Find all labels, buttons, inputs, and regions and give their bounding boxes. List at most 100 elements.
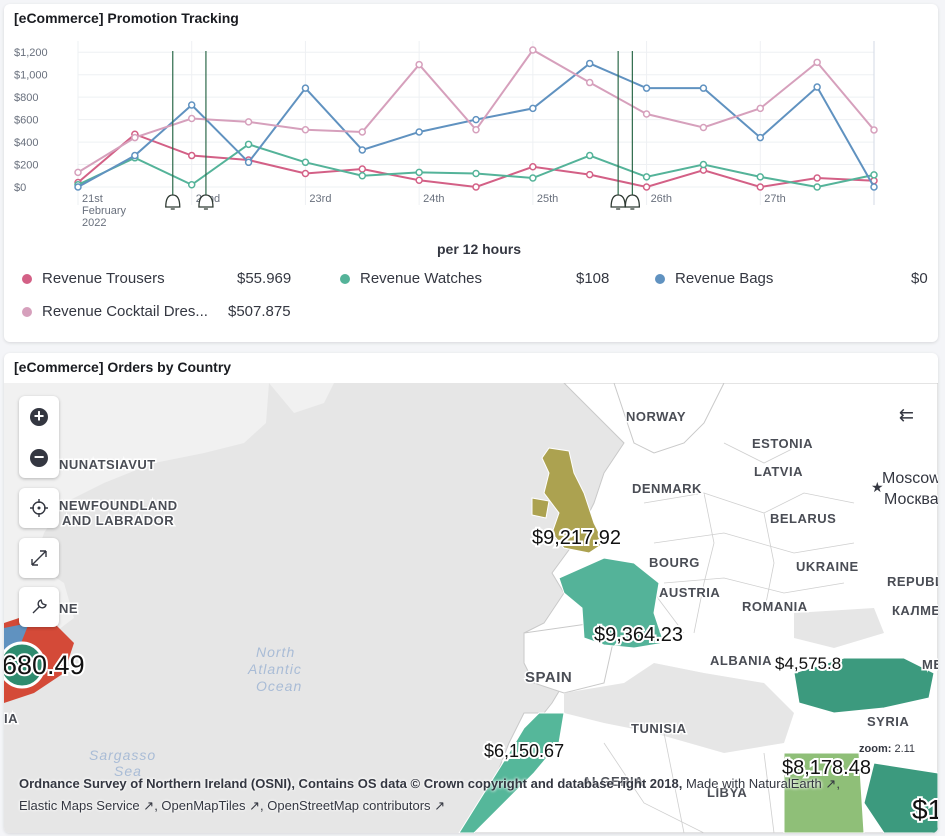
data-point [472, 125, 480, 134]
legend-dot [340, 273, 350, 284]
data-point [301, 169, 310, 178]
data-point [415, 168, 423, 177]
saudi-arabia-region[interactable] [863, 762, 938, 833]
label-belarus: BELARUS [770, 511, 836, 526]
data-point [756, 104, 765, 113]
data-point [74, 168, 82, 177]
bell-icon[interactable] [624, 194, 641, 210]
y-tick-label: $600 [14, 115, 38, 127]
external-link-icon: ↗ [825, 776, 837, 791]
x-tick-label: 23rd [309, 193, 331, 205]
panel-title: [eCommerce] Promotion Tracking [14, 10, 239, 26]
data-point [585, 59, 594, 68]
legend-dot [22, 273, 32, 284]
mediterranean [564, 663, 794, 753]
panel-title: [eCommerce] Orders by Country [14, 359, 232, 375]
y-tick-label: $1,200 [14, 47, 48, 59]
data-point [699, 123, 708, 132]
data-point [813, 174, 821, 182]
line-chart[interactable]: $0 $200 $400 $600 $800 $1,000 $1,200 21stFebrua… [4, 4, 938, 264]
value-egypt: $8,178.48 [782, 757, 871, 779]
data-point [585, 78, 594, 87]
legend-value: $108 [576, 270, 610, 287]
fullscreen-button[interactable] [19, 538, 59, 578]
legend-item-cocktail-dresses[interactable]: Revenue Cocktail Dres... [22, 303, 208, 320]
label-sargasso-1: Sargasso [89, 747, 156, 763]
legend-value: $55.969 [237, 270, 292, 287]
label-albania: ALBANIA [710, 653, 772, 668]
data-point [756, 133, 765, 142]
label-ocean-1: North [256, 644, 295, 660]
data-point [244, 158, 253, 167]
minus-icon: − [30, 448, 48, 467]
legend-dot [22, 306, 32, 317]
data-point [301, 84, 310, 92]
label-me: ME [922, 657, 938, 672]
data-point [870, 126, 878, 134]
value-uk: $9,217.92 [532, 527, 621, 549]
attribution-osm-link[interactable]: OpenStreetMap contributors [267, 798, 431, 813]
data-point [358, 146, 367, 154]
x-tick-label: 25th [537, 193, 558, 205]
legend-label: Revenue Watches [360, 270, 483, 287]
reset-view-button[interactable] [19, 488, 59, 528]
plus-icon: + [30, 407, 48, 426]
x-tick-label: 24th [423, 193, 444, 205]
attribution-ems-link[interactable]: Elastic Maps Service [19, 798, 140, 813]
bell-icon[interactable] [198, 194, 214, 210]
legend-toggle-button[interactable]: ⇇ [899, 405, 914, 426]
data-point [74, 183, 82, 191]
morocco-region[interactable] [458, 712, 565, 833]
value-saudi: $1 [912, 794, 938, 825]
egypt-region[interactable] [783, 752, 865, 833]
label-libya: LIBYA [707, 785, 747, 800]
attribution-osni: Ordnance Survey of Northern Ireland (OSN… [19, 776, 683, 791]
zoom-out-button[interactable]: − [19, 437, 59, 478]
data-point [301, 125, 310, 134]
label-kalm: КАЛМЕ [892, 603, 938, 618]
legend-item-bags[interactable]: Revenue Bags [655, 270, 773, 287]
uk-region[interactable] [541, 447, 605, 554]
attribution-naturalearth-link[interactable]: Made with NaturalEarth [685, 776, 822, 791]
capital-star-icon: ★ [871, 480, 884, 496]
bell-icon[interactable] [610, 194, 626, 210]
data-point [358, 172, 367, 180]
data-point [642, 183, 651, 191]
orders-by-country-panel: [eCommerce] Orders by Country [4, 353, 938, 833]
map-attribution: Ordnance Survey of Northern Ireland (OSN… [19, 776, 840, 813]
legend-item-watches[interactable]: Revenue Watches [340, 270, 482, 287]
data-point [699, 84, 708, 92]
external-link-icon: ↗ [249, 798, 261, 813]
attribution-omt-link[interactable]: OpenMapTiles [161, 798, 246, 813]
zoom-in-button[interactable]: + [19, 396, 59, 437]
turkey-region[interactable] [793, 657, 935, 714]
label-republic: REPUBL [887, 574, 938, 589]
black-sea [794, 608, 884, 648]
data-point [642, 84, 651, 92]
label-ocean-2: Atlantic [247, 661, 302, 677]
legend-item-trousers[interactable]: Revenue Trousers [22, 270, 165, 287]
france-region[interactable] [558, 557, 665, 649]
bell-icon[interactable] [165, 194, 181, 210]
map-canvas[interactable]: NORWAY ESTONIA LATVIA DENMARK BELARUS ★ … [4, 383, 938, 833]
tools-button[interactable] [19, 587, 59, 627]
data-point [699, 160, 708, 169]
value-france: $9,364.23 [594, 624, 683, 646]
legend-value: $507.875 [228, 303, 291, 320]
label-latvia: LATVIA [754, 464, 803, 479]
scandinavia [613, 383, 725, 454]
data-point [472, 115, 480, 124]
label-spain: SPAIN [525, 669, 572, 686]
data-point [529, 46, 537, 54]
x-tick-label: 2022 [82, 217, 106, 229]
data-point [642, 110, 651, 118]
data-point [244, 140, 253, 149]
canada-east-region[interactable] [4, 623, 29, 651]
label-newfoundland: NEWFOUNDLAND [59, 498, 178, 513]
us-cluster-marker[interactable] [4, 641, 46, 689]
promotion-tracking-panel: [eCommerce] Promotion Tracking $0 $200 $40… [4, 4, 938, 342]
data-point [642, 173, 651, 181]
data-point [756, 183, 765, 191]
ireland-region[interactable] [531, 497, 550, 519]
y-tick-label: $0 [14, 182, 26, 194]
